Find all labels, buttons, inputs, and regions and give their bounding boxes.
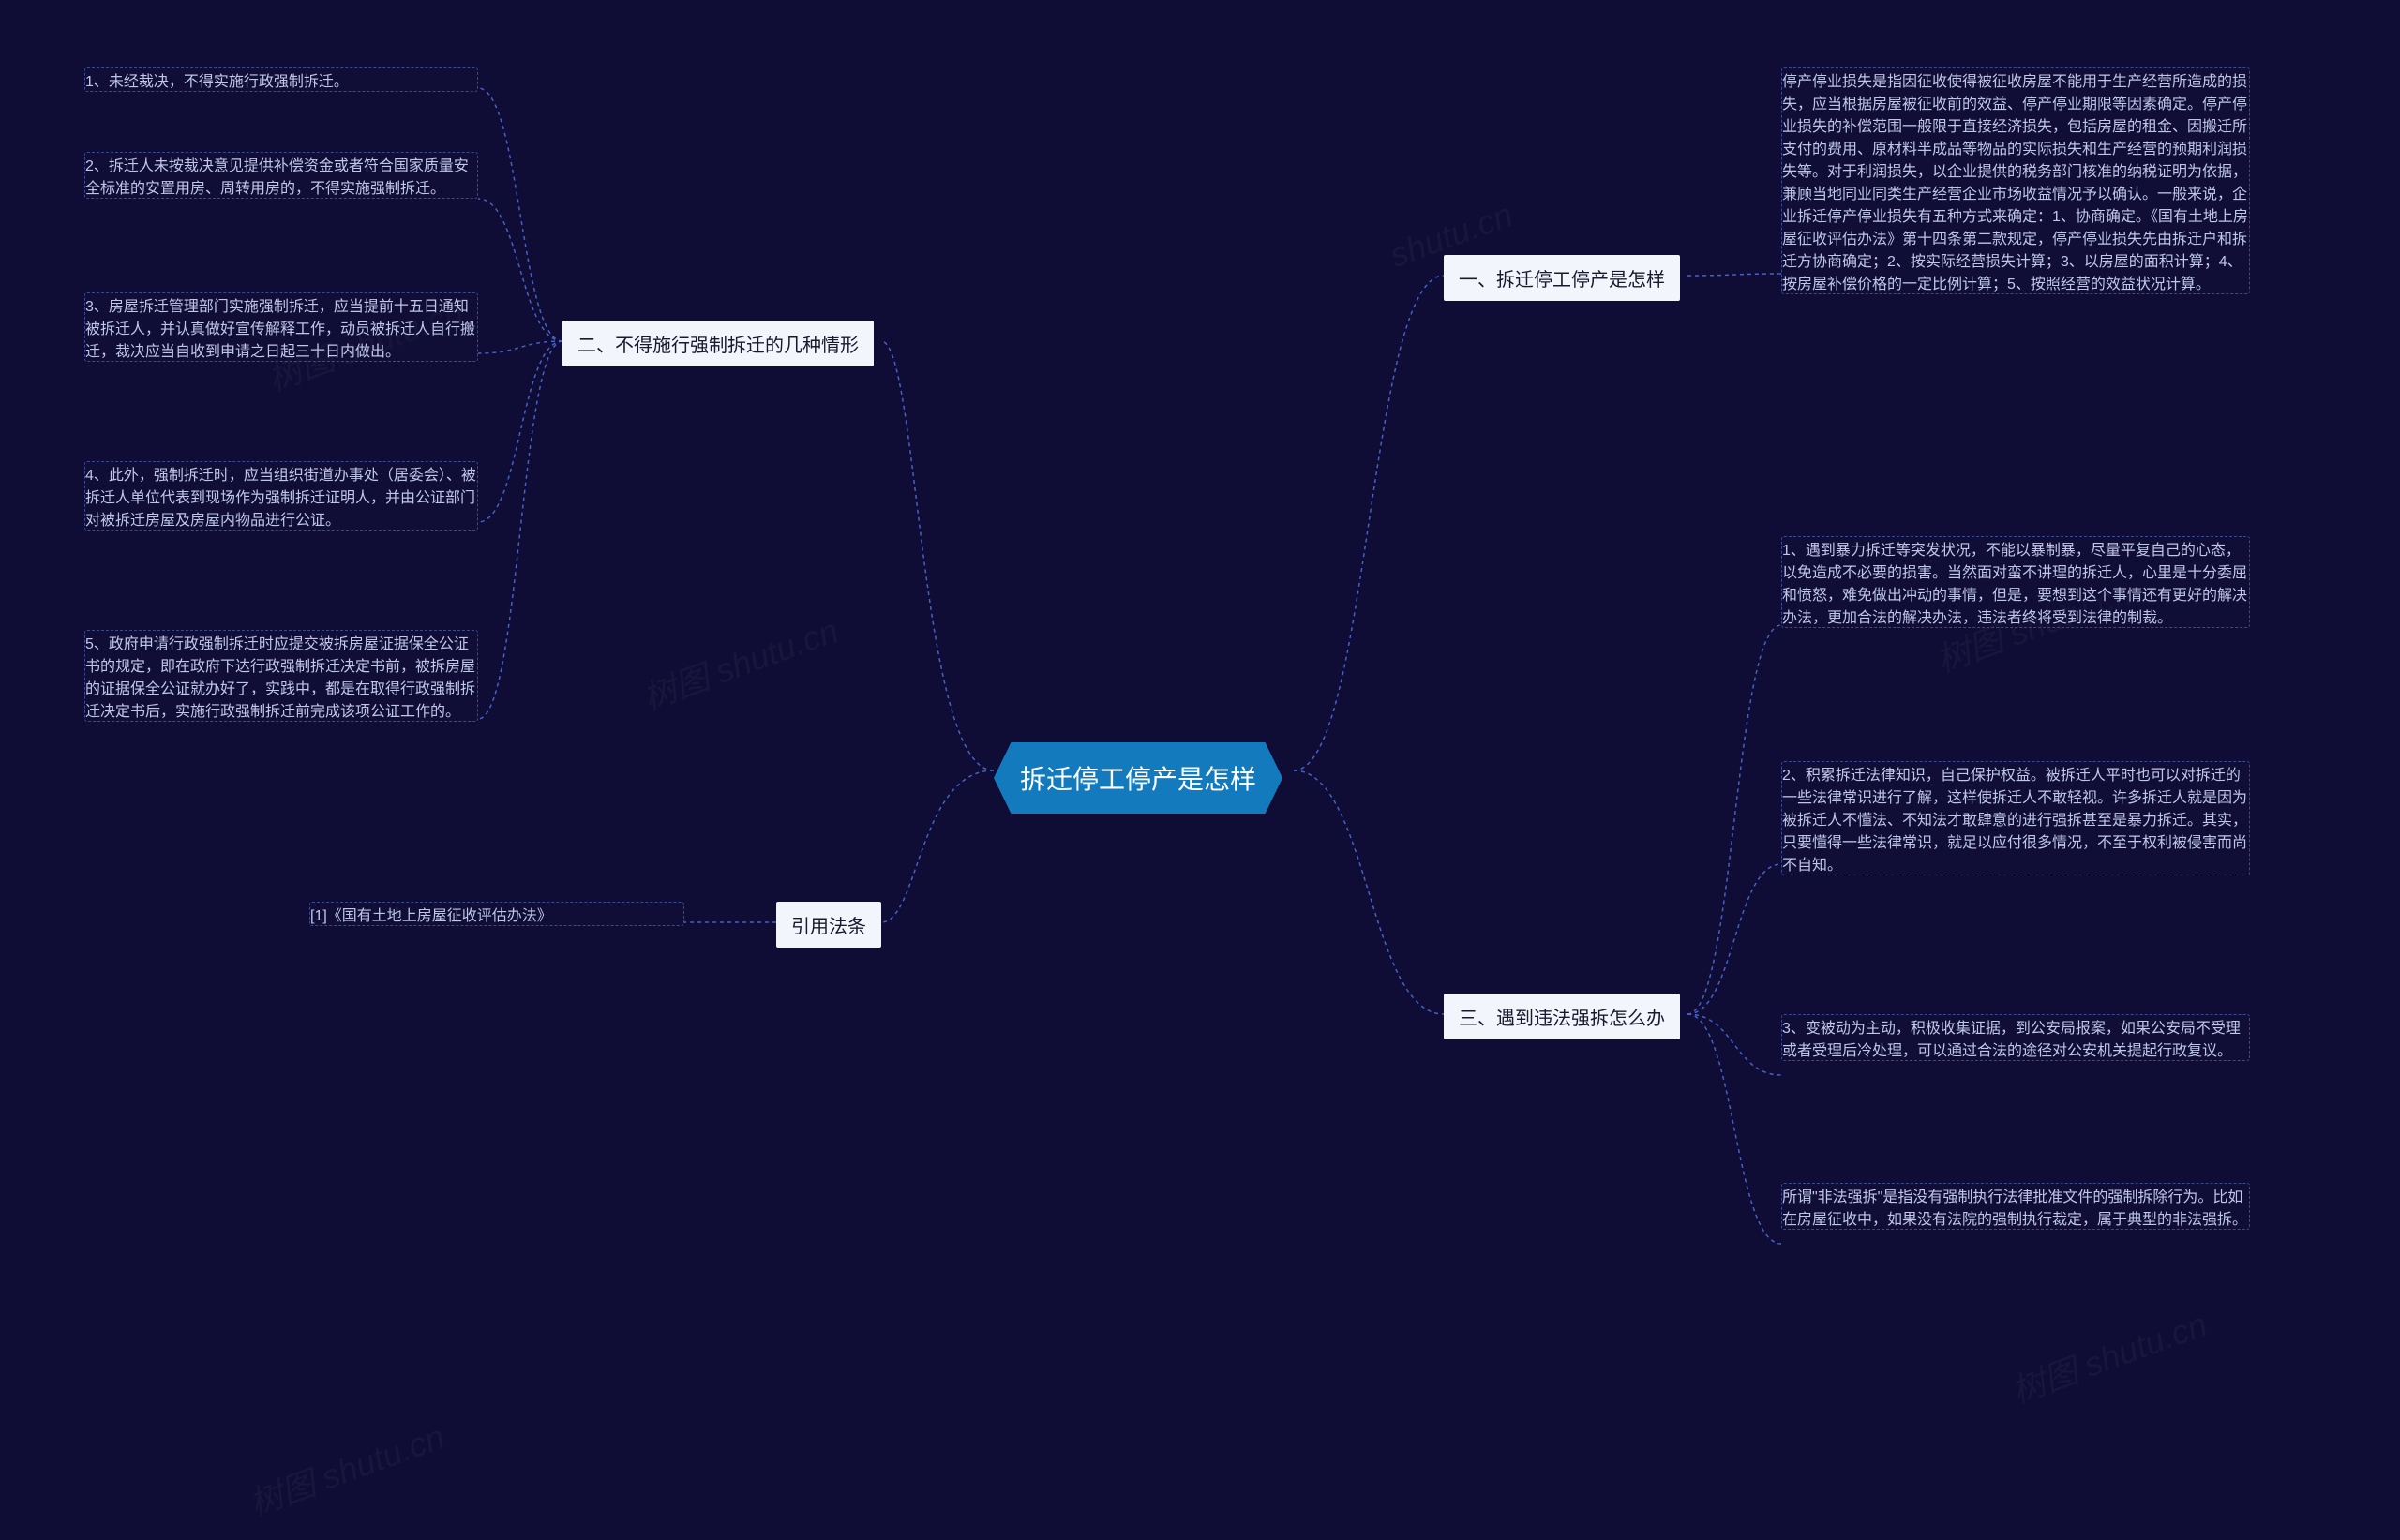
leaf-node[interactable]: 3、变被动为主动，积极收集证据，到公安局报案，如果公安局不受理或者受理后冷处理，… [1781, 1014, 2250, 1061]
leaf-node[interactable]: 5、政府申请行政强制拆迁时应提交被拆房屋证据保全公证书的规定，即在政府下达行政强… [84, 630, 478, 722]
leaf-node[interactable]: 所谓"非法强拆"是指没有强制执行法律批准文件的强制拆除行为。比如在房屋征收中，如… [1781, 1183, 2250, 1230]
watermark: 树图 shutu.cn [242, 1410, 451, 1525]
mindmap-root[interactable]: 拆迁停工停产是怎样 [994, 742, 1282, 814]
leaf-node[interactable]: 4、此外，强制拆迁时，应当组织街道办事处（居委会）、被拆迁人单位代表到现场作为强… [84, 461, 478, 531]
watermark: 树图 shutu.cn [2004, 1297, 2213, 1413]
leaf-node[interactable]: 2、拆迁人未按裁决意见提供补偿资金或者符合国家质量安全标准的安置用房、周转用房的… [84, 152, 478, 199]
leaf-node[interactable]: 1、遇到暴力拆迁等突发状况，不能以暴制暴，尽量平复自己的心态，以免造成不必要的损… [1781, 536, 2250, 628]
leaf-node[interactable]: 1、未经裁决，不得实施行政强制拆迁。 [84, 67, 478, 92]
leaf-node[interactable]: 停产停业损失是指因征收使得被征收房屋不能用于生产经营所造成的损失，应当根据房屋被… [1781, 67, 2250, 294]
watermark: 树图 shutu.cn [636, 604, 845, 719]
branch-node-2[interactable]: 二、不得施行强制拆迁的几种情形 [562, 321, 874, 366]
leaf-node[interactable]: 2、积累拆迁法律知识，自己保护权益。被拆迁人平时也可以对拆迁的一些法律常识进行了… [1781, 761, 2250, 875]
leaf-node[interactable]: 3、房屋拆迁管理部门实施强制拆迁，应当提前十五日通知被拆迁人，并认真做好宣传解释… [84, 292, 478, 362]
branch-node-3[interactable]: 三、遇到违法强拆怎么办 [1444, 994, 1680, 1039]
leaf-node[interactable]: [1]《国有土地上房屋征收评估办法》 [309, 902, 684, 926]
branch-node-4[interactable]: 引用法条 [776, 902, 881, 948]
branch-node-1[interactable]: 一、拆迁停工停产是怎样 [1444, 255, 1680, 301]
